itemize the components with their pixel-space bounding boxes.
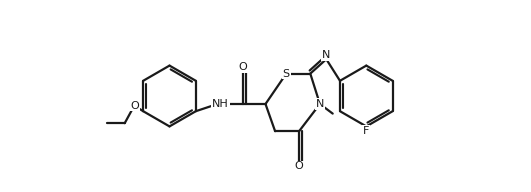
Text: S: S (282, 69, 290, 79)
Text: O: O (295, 161, 304, 171)
Text: F: F (363, 126, 370, 136)
Text: NH: NH (212, 99, 229, 109)
Text: O: O (130, 101, 139, 111)
Text: O: O (239, 62, 247, 72)
Text: N: N (322, 50, 330, 60)
Text: N: N (316, 99, 324, 109)
